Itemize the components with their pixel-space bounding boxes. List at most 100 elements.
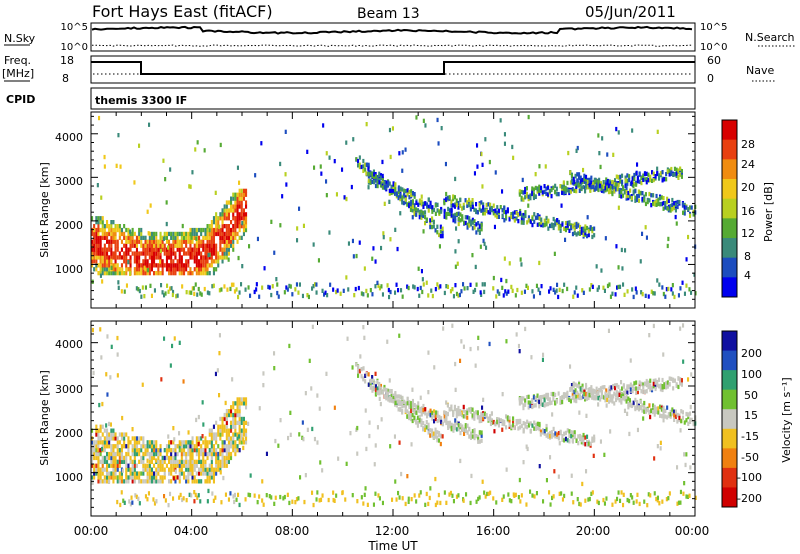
heatmap-cell: [543, 222, 546, 228]
heatmap-cell: [419, 395, 422, 400]
heatmap-cell: [268, 285, 271, 290]
heatmap-cell: [673, 378, 676, 383]
heatmap-cell: [153, 479, 156, 484]
heatmap-cell: [180, 463, 183, 468]
heatmap-cell: [454, 387, 457, 392]
colorbar-frame: [721, 119, 738, 298]
heatmap-cell: [526, 446, 529, 452]
heatmap-cell: [465, 492, 468, 497]
heatmap-cell: [198, 267, 201, 272]
heatmap-cell: [183, 459, 186, 464]
heatmap-cell: [91, 451, 94, 457]
heatmap-cell: [106, 224, 109, 229]
heatmap-cell: [683, 207, 686, 212]
heatmap-cell: [514, 492, 517, 497]
heatmap-cell: [473, 413, 476, 418]
heatmap-cell: [399, 395, 402, 400]
heatmap-cell: [221, 224, 224, 229]
heatmap-cell: [140, 455, 143, 461]
heatmap-cell: [377, 493, 380, 498]
heatmap-cell: [148, 444, 151, 449]
heatmap-cell: [466, 408, 469, 413]
heatmap-cell: [191, 479, 194, 484]
velocity-ytick-3000: 3000: [55, 383, 83, 396]
heatmap-cell: [148, 247, 151, 252]
heatmap-cell: [636, 179, 639, 184]
heatmap-cell: [135, 235, 138, 240]
heatmap-cell: [538, 184, 541, 189]
heatmap-cell: [383, 394, 386, 399]
heatmap-cell: [593, 438, 596, 443]
heatmap-cell: [155, 271, 158, 276]
heatmap-cell: [291, 292, 294, 297]
heatmap-cell: [578, 188, 581, 193]
heatmap-cell: [97, 247, 100, 252]
heatmap-cell: [678, 415, 681, 421]
heatmap-cell: [551, 495, 554, 501]
heatmap-cell: [614, 386, 617, 391]
heatmap-cell: [625, 189, 628, 194]
heatmap-cell: [138, 451, 141, 457]
heatmap-cell: [227, 440, 230, 445]
heatmap-cell: [625, 196, 628, 201]
heatmap-cell: [201, 434, 204, 439]
heatmap-cell: [138, 448, 141, 453]
heatmap-cell: [153, 440, 156, 445]
heatmap-cell: [360, 374, 363, 379]
heatmap-cell: [683, 481, 686, 486]
heatmap-cell: [191, 227, 194, 233]
heatmap-cell: [591, 284, 594, 289]
heatmap-cell: [153, 255, 156, 260]
heatmap-cell: [202, 247, 205, 252]
heatmap-cell: [172, 496, 175, 501]
heatmap-cell: [185, 463, 188, 468]
heatmap-cell: [99, 255, 102, 260]
heatmap-cell: [193, 267, 196, 272]
heatmap-cell: [101, 216, 104, 221]
heatmap-cell: [234, 231, 237, 237]
heatmap-cell: [448, 492, 451, 497]
heatmap-cell: [627, 401, 630, 407]
heatmap-cell: [576, 178, 579, 183]
heatmap-cell: [189, 231, 192, 237]
heatmap-cell: [582, 167, 585, 173]
heatmap-cell: [189, 239, 192, 244]
heatmap-cell: [508, 261, 511, 266]
heatmap-cell: [520, 195, 523, 200]
heatmap-cell: [238, 440, 241, 445]
heatmap-cell: [219, 436, 222, 441]
heatmap-cell: [420, 269, 423, 274]
heatmap-cell: [660, 195, 663, 200]
heatmap-cell: [229, 286, 232, 292]
heatmap-cell: [127, 467, 130, 472]
heatmap-cell: [364, 162, 367, 167]
heatmap-cell: [112, 255, 115, 260]
heatmap-cell: [242, 445, 245, 451]
heatmap-cell: [620, 380, 623, 385]
heatmap-cell: [558, 441, 561, 446]
heatmap-cell: [570, 225, 573, 230]
heatmap-cell: [106, 231, 109, 237]
heatmap-cell: [561, 497, 564, 502]
heatmap-cell: [411, 401, 414, 407]
heatmap-cell: [446, 284, 449, 289]
heatmap-cell: [649, 493, 652, 498]
heatmap-cell: [351, 493, 354, 498]
heatmap-cell: [212, 227, 215, 233]
heatmap-cell: [99, 247, 102, 252]
heatmap-cell: [129, 267, 132, 272]
heatmap-cell: [404, 147, 407, 152]
heatmap-cell: [477, 496, 480, 502]
heatmap-cell: [448, 407, 451, 412]
heatmap-cell: [512, 211, 515, 216]
heatmap-cell: [475, 282, 478, 287]
heatmap-cell: [112, 475, 115, 480]
heatmap-cell: [202, 239, 205, 244]
heatmap-cell: [496, 417, 499, 422]
heatmap-cell: [97, 227, 100, 233]
heatmap-cell: [554, 290, 557, 295]
heatmap-cell: [677, 168, 680, 173]
heatmap-cell: [210, 247, 213, 252]
heatmap-cell: [410, 401, 413, 406]
heatmap-cell: [634, 195, 637, 200]
